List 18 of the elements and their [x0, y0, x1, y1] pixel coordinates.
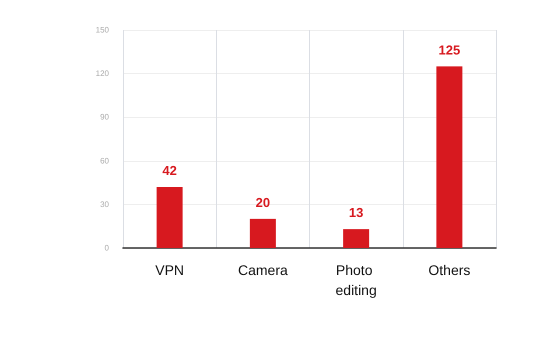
- y-tick-label: 150: [96, 26, 110, 34]
- data-label: 125: [438, 42, 460, 58]
- bar: [156, 186, 183, 248]
- data-label: 20: [256, 194, 270, 210]
- y-tick-label: 30: [100, 200, 110, 209]
- bar: [436, 66, 462, 248]
- x-tick-label: Others: [428, 262, 470, 278]
- data-label: 42: [162, 162, 177, 178]
- x-tick-label: Photo editing: [335, 262, 377, 298]
- y-tick-label: 120: [96, 69, 110, 78]
- data-label: 13: [348, 205, 364, 220]
- x-tick-label: VPN: [155, 262, 184, 278]
- y-tick-label: 90: [100, 112, 110, 122]
- y-tick-label: 60: [100, 156, 110, 166]
- bar: [343, 229, 370, 248]
- y-tick-label: 0: [104, 244, 110, 252]
- bar: [250, 218, 276, 248]
- x-tick-label: Camera: [238, 262, 288, 278]
